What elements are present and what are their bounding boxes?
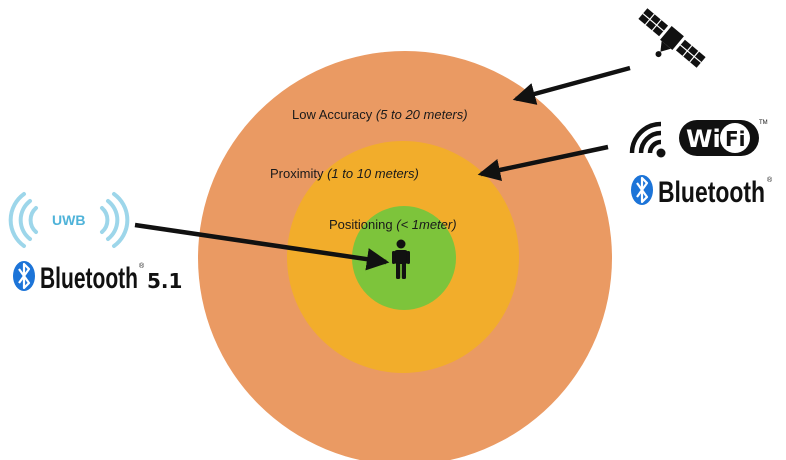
bluetooth-version: 5.1 <box>147 269 182 293</box>
bluetooth-wordmark-left: Bluetooth <box>40 262 138 295</box>
bluetooth-registered-left: ® <box>139 262 145 270</box>
bluetooth-wordmark-right: Bluetooth <box>658 176 765 209</box>
arrow-satellite <box>512 65 631 105</box>
arrow-wifi-bluetooth <box>477 144 609 182</box>
wifi-icon <box>629 121 666 158</box>
uwb-icon <box>8 192 130 248</box>
person-icon <box>392 239 410 279</box>
bluetooth-icon <box>631 175 653 205</box>
zone-label-proximity: Proximity (1 to 10 meters) <box>270 166 419 181</box>
bluetooth-logo-right: Bluetooth ® <box>631 175 773 209</box>
wifi-trademark: TM <box>759 120 768 126</box>
wifi-logo: Wi Fi TM <box>679 120 768 156</box>
satellite-icon <box>638 8 706 68</box>
uwb-label: UWB <box>52 212 85 228</box>
bluetooth-logo-left: Bluetooth ® 5.1 <box>13 261 182 295</box>
wifi-wordmark-wi: Wi <box>686 125 721 153</box>
wifi-wordmark-fi: Fi <box>725 127 746 151</box>
bluetooth-icon <box>13 261 35 291</box>
zone-label-low-accuracy: Low Accuracy (5 to 20 meters) <box>292 107 468 122</box>
arrow-uwb-bluetooth51 <box>134 222 390 271</box>
bluetooth-registered-right: ® <box>767 176 773 184</box>
zone-label-positioning: Positioning (< 1meter) <box>329 217 457 232</box>
